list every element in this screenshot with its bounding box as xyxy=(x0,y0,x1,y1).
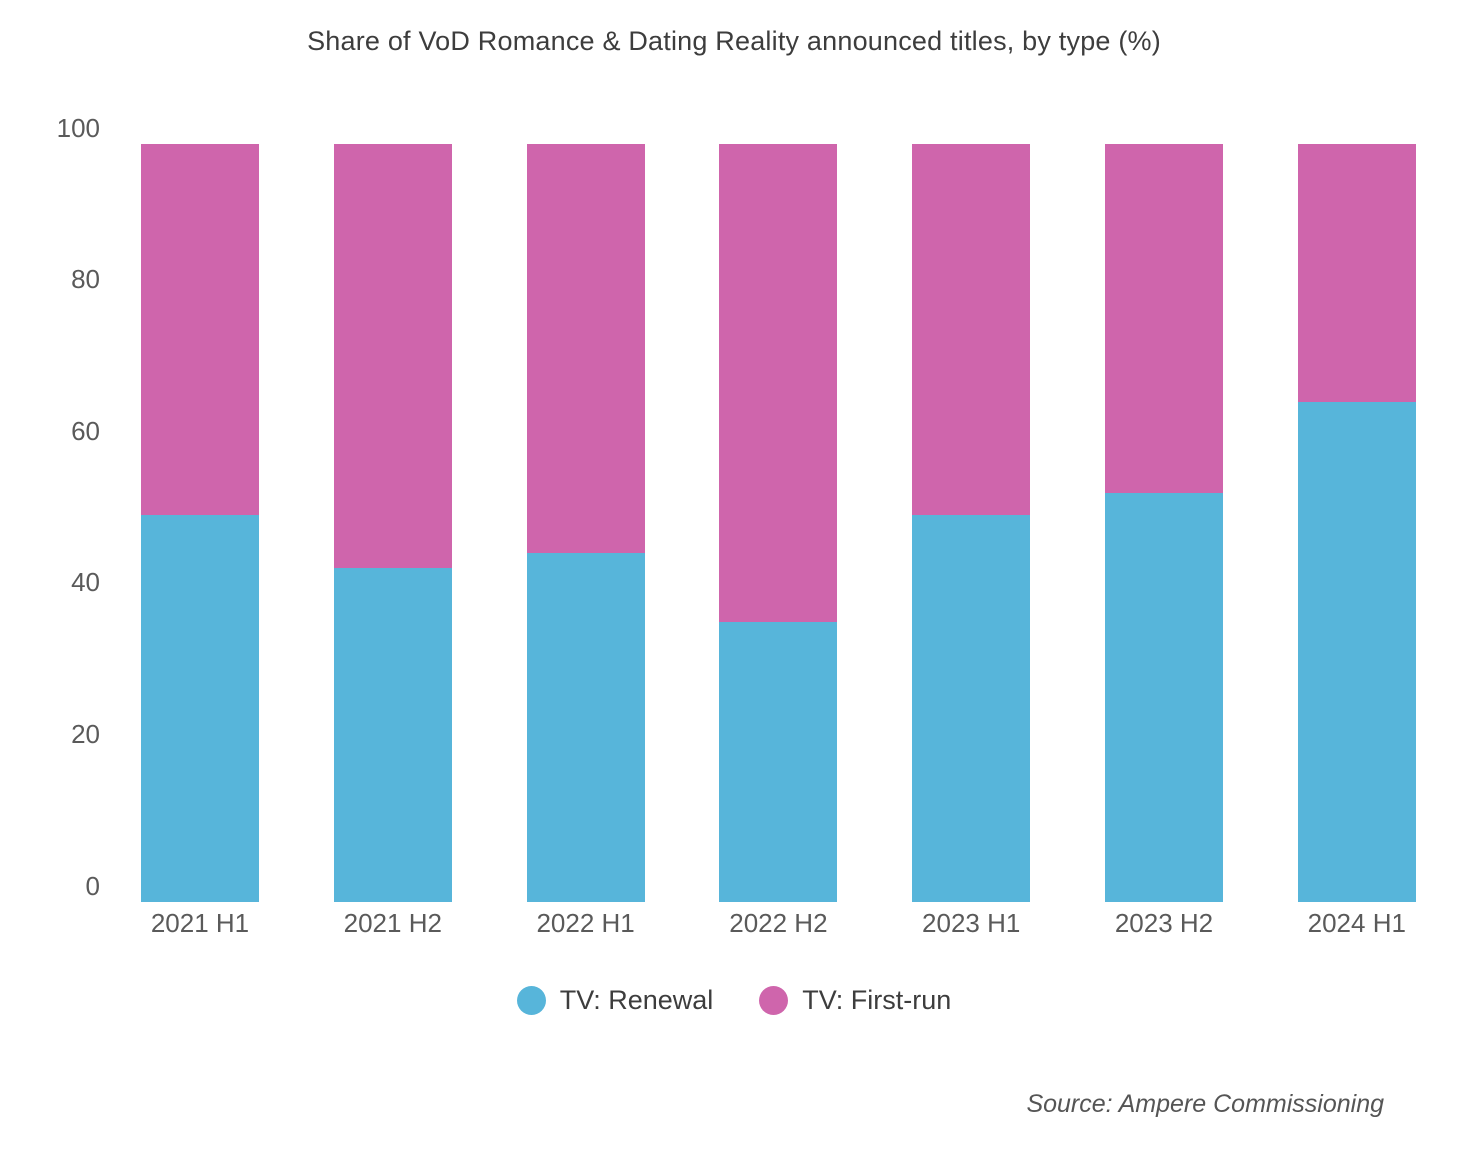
legend-swatch-tv-first-run-icon xyxy=(759,986,789,1015)
bar-segment-tv-first-run-2022-h2 xyxy=(719,144,838,622)
bar-segment-tv-renewal-2021-h2 xyxy=(333,568,452,902)
bar-segment-tv-renewal-2023-h2 xyxy=(1105,492,1223,902)
bar-segment-tv-first-run-2023-h1 xyxy=(912,144,1031,516)
bar-segment-tv-first-run-2022-h1 xyxy=(526,144,645,554)
x-axis-label-2021-h1: 2021 H1 xyxy=(150,908,250,938)
bar-segment-tv-renewal-2023-h1 xyxy=(912,515,1031,902)
y-tick-label: 0 xyxy=(85,870,100,901)
legend-swatch-tv-renewal-icon xyxy=(516,986,546,1015)
bar-segment-tv-renewal-2024-h1 xyxy=(1297,401,1416,902)
x-axis-label-2023-h2: 2023 H2 xyxy=(1114,908,1214,938)
legend-item-tv-first-run: TV: First-run xyxy=(759,985,951,1016)
y-tick-label: 20 xyxy=(71,718,100,749)
source-credit: Source: Ampere Commissioning xyxy=(1026,1090,1384,1118)
y-tick-label: 100 xyxy=(56,112,100,143)
y-tick-label: 40 xyxy=(71,567,100,598)
y-tick-label: 60 xyxy=(71,415,100,446)
legend-label-tv-first-run: TV: First-run xyxy=(802,985,952,1015)
bar-segment-tv-renewal-2022-h1 xyxy=(526,553,645,902)
x-axis-label-2021-h2: 2021 H2 xyxy=(343,908,442,938)
x-axis-label-2023-h1: 2023 H1 xyxy=(922,908,1021,938)
legend-label-tv-renewal: TV: Renewal xyxy=(559,985,714,1015)
bar-segment-tv-first-run-2021-h1 xyxy=(141,144,259,516)
legend: TV: Renewal TV: First-run xyxy=(0,985,1468,1016)
bar-segment-tv-first-run-2021-h2 xyxy=(333,144,452,569)
legend-item-tv-renewal: TV: Renewal xyxy=(516,985,714,1016)
y-tick-label: 80 xyxy=(71,264,100,295)
x-axis-label-2022-h2: 2022 H2 xyxy=(729,908,828,938)
chart-title: Share of VoD Romance & Dating Reality an… xyxy=(307,26,1161,56)
bar-segment-tv-renewal-2022-h2 xyxy=(719,621,838,902)
bar-segment-tv-first-run-2023-h2 xyxy=(1105,144,1223,493)
bar-segment-tv-first-run-2024-h1 xyxy=(1297,144,1416,402)
x-axis-label-2024-h1: 2024 H1 xyxy=(1307,908,1406,938)
bar-segment-tv-renewal-2021-h1 xyxy=(141,515,259,902)
x-axis-label-2022-h1: 2022 H1 xyxy=(536,908,635,938)
